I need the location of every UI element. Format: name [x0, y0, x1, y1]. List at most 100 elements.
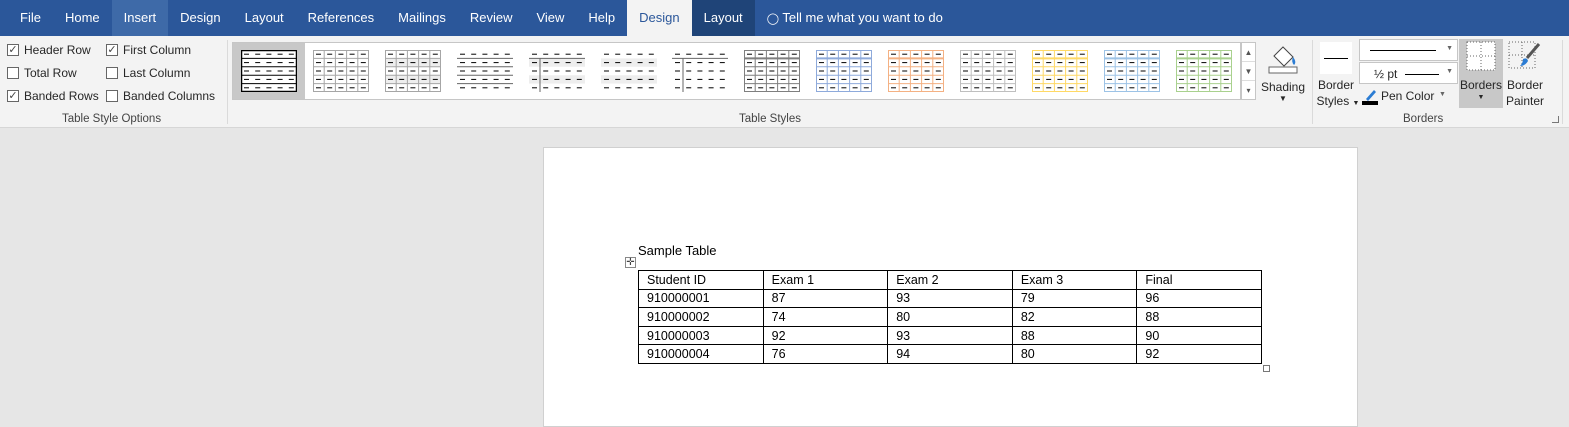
table-cell[interactable]: 87 [762, 288, 889, 309]
table-cell[interactable]: 910000003 [638, 325, 764, 346]
table-style-thumbnail[interactable] [1024, 43, 1096, 99]
table-style-preview-icon [312, 50, 369, 92]
table-cell[interactable]: 92 [1136, 344, 1262, 364]
chevron-down-icon: ▼ [1279, 94, 1287, 103]
table-cell[interactable]: Exam 3 [1011, 270, 1138, 290]
table-row: 910000004 76 94 80 92 [638, 344, 1262, 364]
tab-file[interactable]: File [20, 10, 41, 25]
table-style-thumbnail[interactable] [952, 43, 1024, 99]
table-style-thumbnail[interactable] [665, 43, 737, 99]
table-cell[interactable]: 79 [1011, 288, 1138, 309]
border-styles-button[interactable]: Border Styles ▼ [1317, 40, 1359, 110]
table-style-preview-icon [672, 53, 729, 92]
borders-dialog-launcher-icon[interactable] [1552, 116, 1559, 123]
scroll-up-icon[interactable]: ▲ [1242, 43, 1255, 62]
table-style-thumbnail[interactable] [233, 43, 305, 99]
gallery-scrollbar[interactable]: ▲ ▼ ▾ [1241, 42, 1256, 100]
paint-bucket-icon [1268, 46, 1298, 74]
table-style-thumbnail[interactable] [377, 43, 449, 99]
line-weight-dropdown[interactable]: ½ pt ▼ [1359, 62, 1458, 84]
table-style-thumbnail[interactable] [1168, 43, 1240, 99]
tell-me-search[interactable]: ◯ Tell me what you want to do [766, 10, 943, 25]
table-style-thumbnail[interactable] [880, 43, 952, 99]
tab-help[interactable]: Help [588, 10, 616, 25]
checkbox-icon [106, 67, 118, 79]
gallery-more-icon[interactable]: ▾ [1246, 86, 1251, 95]
table-cell[interactable]: 74 [762, 307, 889, 327]
tab-mailings[interactable]: Mailings [398, 10, 446, 25]
checkbox-icon [7, 67, 19, 79]
table-cell[interactable]: 93 [887, 325, 1013, 346]
table-cell[interactable]: 76 [762, 344, 889, 364]
table-caption: Sample Table [638, 243, 717, 258]
table-move-handle-icon[interactable]: ✛ [625, 257, 636, 268]
table-cell[interactable]: 88 [1136, 307, 1262, 327]
table-style-preview-icon [600, 53, 657, 89]
table-style-thumbnail[interactable] [1096, 43, 1168, 99]
checkbox-last-column[interactable]: Last Column [106, 66, 190, 80]
line-style-dropdown[interactable]: ▼ [1359, 39, 1458, 61]
table-style-preview-icon [816, 50, 873, 92]
table-style-thumbnail[interactable] [808, 43, 880, 99]
table-style-preview-icon [1175, 50, 1232, 92]
checkbox-banded-rows[interactable]: ✓ Banded Rows [7, 89, 99, 103]
table-style-thumbnail[interactable] [593, 43, 665, 99]
table-resize-handle-icon[interactable] [1263, 365, 1270, 372]
tab-design-table[interactable]: Design [627, 0, 692, 36]
checkbox-icon: ✓ [106, 44, 118, 56]
table-cell[interactable]: Final [1136, 270, 1262, 290]
table-cell[interactable]: 910000002 [638, 307, 764, 327]
checkbox-first-column[interactable]: ✓ First Column [106, 43, 192, 57]
lightbulb-icon: ◯ [766, 13, 779, 25]
shading-button[interactable]: Shading ▼ [1258, 40, 1308, 110]
sample-table[interactable]: Student ID Exam 1 Exam 2 Exam 3 Final 9100000… [638, 270, 1262, 364]
checkbox-banded-columns[interactable]: Banded Columns [106, 89, 215, 103]
tab-review[interactable]: Review [469, 10, 513, 25]
tab-view[interactable]: View [536, 10, 565, 25]
scroll-down-icon[interactable]: ▼ [1242, 62, 1255, 81]
checkbox-header-row[interactable]: ✓ Header Row [7, 43, 91, 57]
table-cell[interactable]: 88 [1011, 325, 1138, 346]
table-row: 910000003 92 93 88 90 [638, 325, 1262, 346]
tab-home[interactable]: Home [64, 10, 100, 25]
tab-references[interactable]: References [307, 10, 375, 25]
table-cell[interactable]: 90 [1136, 325, 1262, 346]
table-cell[interactable]: 910000001 [638, 288, 764, 309]
table-cell[interactable]: 80 [887, 307, 1013, 327]
border-painter-button[interactable]: Border Painter [1504, 39, 1546, 108]
table-style-preview-icon [384, 50, 441, 92]
table-cell[interactable]: 92 [762, 325, 889, 346]
borders-button[interactable]: Borders ▼ [1459, 39, 1503, 108]
table-style-preview-icon [1104, 50, 1161, 92]
table-cell[interactable]: 94 [887, 344, 1013, 364]
table-cell[interactable]: 910000004 [638, 344, 764, 364]
tab-design[interactable]: Design [180, 10, 221, 25]
tab-layout[interactable]: Layout [244, 10, 284, 25]
table-cell[interactable]: 96 [1136, 288, 1262, 309]
table-cell[interactable]: 80 [1011, 344, 1138, 364]
table-styles-gallery [232, 42, 1241, 100]
pen-color-button[interactable]: Pen Color ▼ [1362, 87, 1457, 107]
table-cell[interactable]: Student ID [638, 270, 764, 290]
tab-layout-table[interactable]: Layout [691, 0, 755, 36]
borders-group-label: Borders [1403, 113, 1444, 125]
table-style-thumbnail[interactable] [449, 43, 521, 99]
table-row: 910000002 74 80 82 88 [638, 307, 1262, 327]
checkbox-total-row[interactable]: Total Row [7, 66, 77, 80]
table-style-thumbnail[interactable] [736, 43, 808, 99]
borders-grid-icon [1466, 41, 1496, 71]
border-style-preview-icon [1320, 42, 1352, 74]
table-cell[interactable]: 93 [887, 288, 1013, 309]
table-header-row: Student ID Exam 1 Exam 2 Exam 3 Final [638, 270, 1262, 290]
table-cell[interactable]: Exam 1 [762, 270, 889, 290]
table-style-preview-icon [240, 50, 297, 92]
tab-insert[interactable]: Insert [111, 0, 169, 36]
table-style-preview-icon [960, 50, 1017, 92]
table-style-preview-icon [456, 53, 513, 89]
table-style-thumbnail[interactable] [521, 43, 593, 99]
table-style-thumbnail[interactable] [305, 43, 377, 99]
table-style-preview-icon [744, 50, 801, 92]
border-painter-icon [1508, 41, 1541, 69]
table-cell[interactable]: 82 [1011, 307, 1138, 327]
table-cell[interactable]: Exam 2 [887, 270, 1013, 290]
